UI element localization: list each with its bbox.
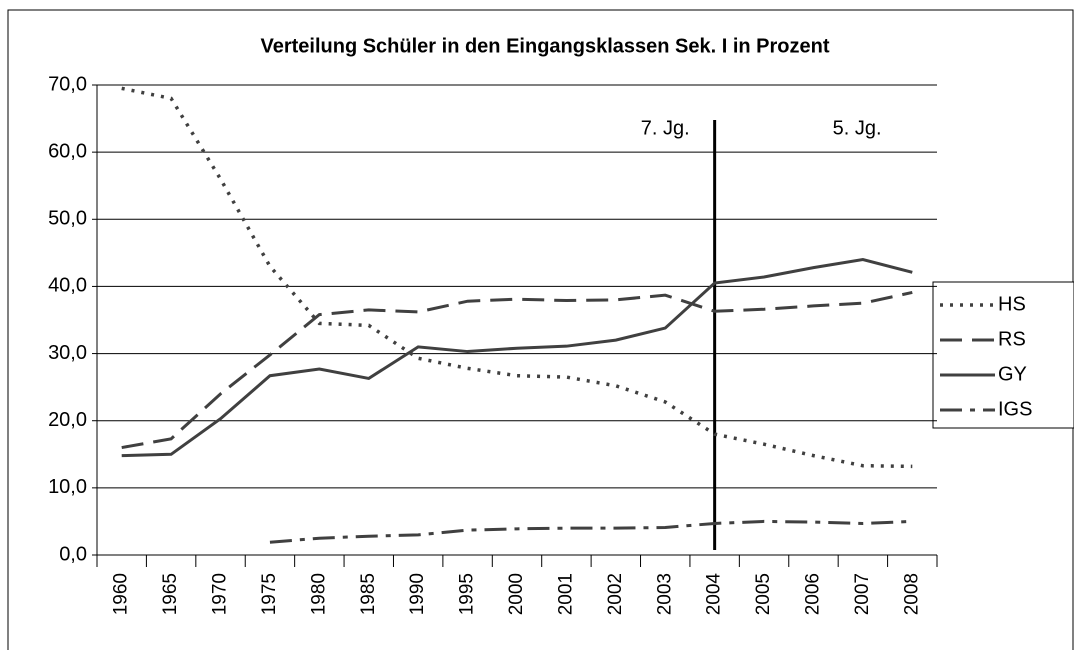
x-tick-label: 1965 xyxy=(160,573,181,615)
annotation: 5. Jg. xyxy=(833,117,882,139)
y-tick-label: 30,0 xyxy=(48,342,87,364)
x-tick-label: 1960 xyxy=(111,573,132,615)
legend-label: RS xyxy=(998,328,1026,350)
x-tick-label: 2008 xyxy=(901,573,922,615)
y-tick-label: 40,0 xyxy=(48,275,87,297)
chart-title: Verteilung Schüler in den Eingangsklasse… xyxy=(260,35,829,57)
legend-label: HS xyxy=(998,293,1026,315)
chart-frame xyxy=(7,9,1074,650)
x-tick-label: 2000 xyxy=(506,573,527,615)
legend-label: GY xyxy=(998,363,1027,385)
y-tick-label: 60,0 xyxy=(48,140,87,162)
x-tick-label: 1975 xyxy=(259,573,280,615)
y-tick-label: 70,0 xyxy=(48,73,87,95)
series-line xyxy=(121,291,913,450)
x-tick-label: 1980 xyxy=(308,573,329,615)
x-tick-label: 2002 xyxy=(605,573,626,615)
series-line xyxy=(121,258,913,458)
x-tick-label: 1970 xyxy=(210,573,231,615)
legend-label: IGS xyxy=(998,398,1032,420)
x-tick-label: 1990 xyxy=(407,573,428,615)
x-tick-label: 2004 xyxy=(704,573,725,616)
x-tick-label: 1995 xyxy=(457,573,478,615)
x-tick-label: 1985 xyxy=(358,573,379,615)
x-tick-label: 2003 xyxy=(654,573,675,615)
annotation: 7. Jg. xyxy=(641,117,690,139)
legend-box xyxy=(932,281,1074,429)
y-tick-label: 50,0 xyxy=(48,208,87,230)
y-tick-label: 20,0 xyxy=(48,409,87,431)
x-tick-label: 2005 xyxy=(753,573,774,615)
x-tick-label: 2001 xyxy=(555,573,576,615)
series-line xyxy=(121,86,913,469)
y-tick-label: 10,0 xyxy=(48,476,87,498)
series-line xyxy=(269,519,913,544)
x-tick-label: 2006 xyxy=(802,573,823,615)
x-tick-label: 2007 xyxy=(852,573,873,615)
y-tick-label: 0,0 xyxy=(59,543,87,565)
